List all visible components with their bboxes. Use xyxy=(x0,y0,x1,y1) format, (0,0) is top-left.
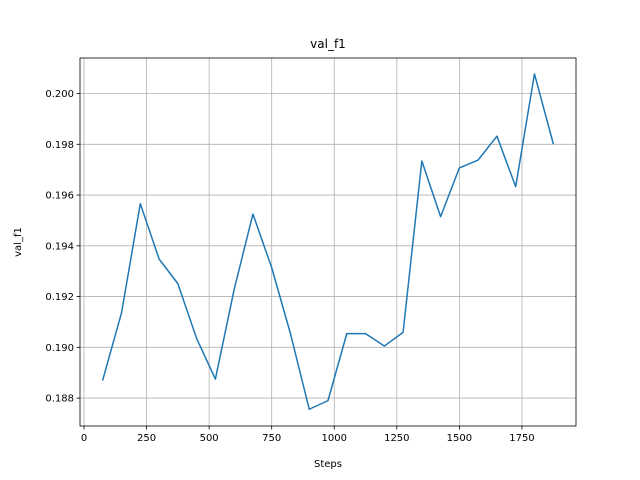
y-tick-label: 0.194 xyxy=(45,241,74,252)
chart-title: val_f1 xyxy=(310,37,346,51)
y-tick-label: 0.192 xyxy=(45,292,74,303)
x-tick-label: 0 xyxy=(81,433,87,444)
x-tick-label: 1500 xyxy=(447,433,472,444)
x-axis-label: Steps xyxy=(314,459,342,470)
x-tick-label: 500 xyxy=(200,433,219,444)
x-tick-label: 1000 xyxy=(322,433,347,444)
y-tick-label: 0.188 xyxy=(45,394,74,405)
x-tick-label: 1750 xyxy=(509,433,534,444)
y-axis-label: val_f1 xyxy=(13,227,24,257)
y-tick-label: 0.190 xyxy=(45,343,74,354)
x-axis: 0 250 500 750 1000 1250 1500 1750 xyxy=(81,426,535,444)
x-tick-label: 750 xyxy=(262,433,281,444)
y-tick-label: 0.200 xyxy=(45,89,74,100)
grid-lines xyxy=(80,58,576,426)
x-tick-label: 250 xyxy=(137,433,156,444)
series-group xyxy=(101,73,555,410)
y-tick-label: 0.198 xyxy=(45,140,74,151)
series-line-0 xyxy=(101,73,555,410)
x-tick-label: 1250 xyxy=(384,433,409,444)
y-axis: 0.188 0.190 0.192 0.194 0.196 0.198 0.200 xyxy=(45,89,80,405)
plot-frame xyxy=(79,57,577,427)
y-tick-label: 0.196 xyxy=(45,191,74,202)
